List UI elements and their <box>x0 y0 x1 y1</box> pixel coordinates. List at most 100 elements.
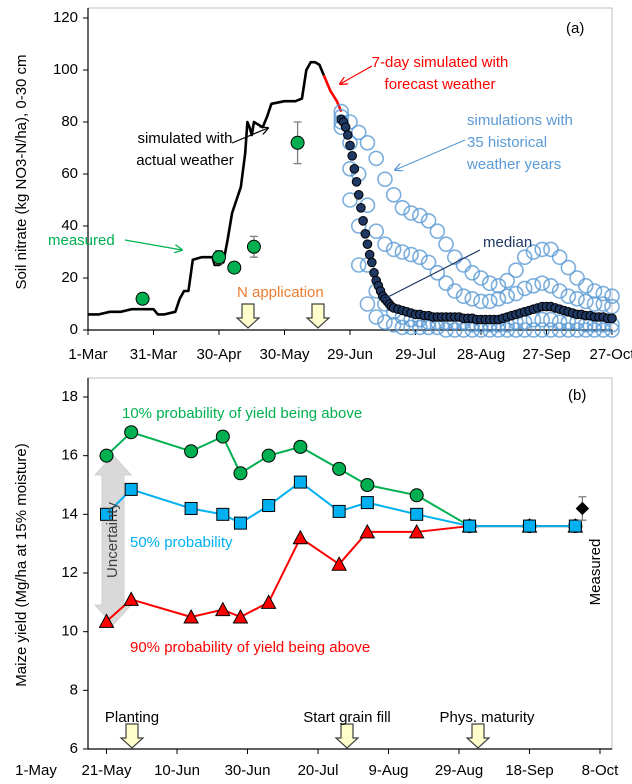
marker <box>364 249 375 260</box>
marker <box>394 244 411 260</box>
x-tick-label: 8-Oct <box>582 762 620 779</box>
x-tick-label: 31-Mar <box>130 346 178 363</box>
x-tick-label: 18-Sep <box>505 762 553 779</box>
y-tick-label: 60 <box>61 165 78 182</box>
event-arrow <box>334 723 360 749</box>
marker <box>347 151 357 161</box>
marker <box>233 516 247 530</box>
marker <box>368 309 385 325</box>
marker <box>332 504 346 518</box>
marker <box>124 425 139 440</box>
marker <box>233 466 248 481</box>
marker <box>473 293 489 310</box>
marker <box>490 290 507 307</box>
annotation: Planting <box>104 709 160 726</box>
marker <box>403 205 419 221</box>
x-tick-label: 9-Aug <box>368 762 408 779</box>
marker <box>343 130 353 140</box>
series-label: measured <box>48 232 115 249</box>
marker <box>293 439 308 454</box>
annotation: Start grain fill <box>303 709 391 726</box>
y-tick-label: 120 <box>53 9 78 26</box>
marker <box>377 236 393 252</box>
marker <box>523 519 536 533</box>
marker <box>385 316 402 333</box>
marker <box>412 249 428 266</box>
marker <box>385 241 402 258</box>
marker <box>359 296 376 312</box>
marker <box>595 296 612 312</box>
marker <box>124 482 138 496</box>
marker <box>412 207 428 224</box>
y-tick-label: 12 <box>61 564 78 581</box>
marker <box>499 272 516 289</box>
marker <box>473 270 489 286</box>
marker <box>551 283 568 299</box>
marker <box>446 249 463 266</box>
x-tick-label: 29-Jun <box>327 346 373 363</box>
marker <box>560 259 577 276</box>
marker <box>508 322 524 338</box>
x-tick-label: 1-Mar <box>68 346 107 363</box>
marker <box>368 223 385 239</box>
marker <box>446 283 463 299</box>
marker <box>446 322 463 338</box>
x-tick-label: 27-Sep <box>522 346 570 363</box>
marker <box>438 236 454 252</box>
y-tick-label: 8 <box>70 681 78 698</box>
plot-frame <box>87 377 613 750</box>
marker <box>595 322 612 338</box>
marker <box>577 322 594 338</box>
marker <box>420 254 437 271</box>
marker <box>438 322 454 338</box>
marker <box>569 322 585 338</box>
marker <box>369 268 379 278</box>
marker <box>360 496 374 510</box>
series-label: 50% probability <box>130 534 233 551</box>
marker <box>215 429 230 444</box>
marker <box>183 608 199 624</box>
marker <box>412 319 428 336</box>
marker <box>342 192 358 208</box>
marker <box>260 594 277 609</box>
marker <box>214 601 231 617</box>
y-tick-label: 20 <box>61 269 78 286</box>
marker <box>464 290 481 307</box>
marker <box>569 290 585 307</box>
marker <box>340 122 351 132</box>
marker <box>360 478 375 492</box>
marker <box>227 260 242 275</box>
marker <box>356 203 366 213</box>
marker <box>607 313 617 324</box>
marker <box>362 239 373 249</box>
marker <box>99 448 114 463</box>
marker <box>246 239 261 254</box>
series-line <box>322 74 343 113</box>
series-line <box>105 481 576 528</box>
marker <box>525 322 542 338</box>
marker <box>543 322 559 338</box>
marker <box>586 322 603 338</box>
marker <box>525 277 542 294</box>
series-label: 10% probability of yield being above <box>122 405 363 422</box>
marker <box>586 296 603 312</box>
marker <box>98 613 115 628</box>
marker <box>490 277 507 294</box>
y-tick-label: 16 <box>61 447 78 464</box>
marker <box>551 322 568 338</box>
marker <box>359 523 376 539</box>
series-line <box>88 60 325 316</box>
marker <box>577 277 594 294</box>
marker <box>367 257 377 268</box>
marker <box>261 448 276 463</box>
y-tick-label: 0 <box>70 321 78 338</box>
marker <box>410 507 424 521</box>
marker <box>455 288 472 305</box>
x-tick-label: 29-Aug <box>435 762 483 779</box>
marker <box>262 499 276 513</box>
series-label: Measured <box>587 538 604 606</box>
marker <box>360 229 371 239</box>
marker <box>534 275 550 292</box>
marker <box>377 171 393 187</box>
annotation-arrow <box>381 249 481 301</box>
